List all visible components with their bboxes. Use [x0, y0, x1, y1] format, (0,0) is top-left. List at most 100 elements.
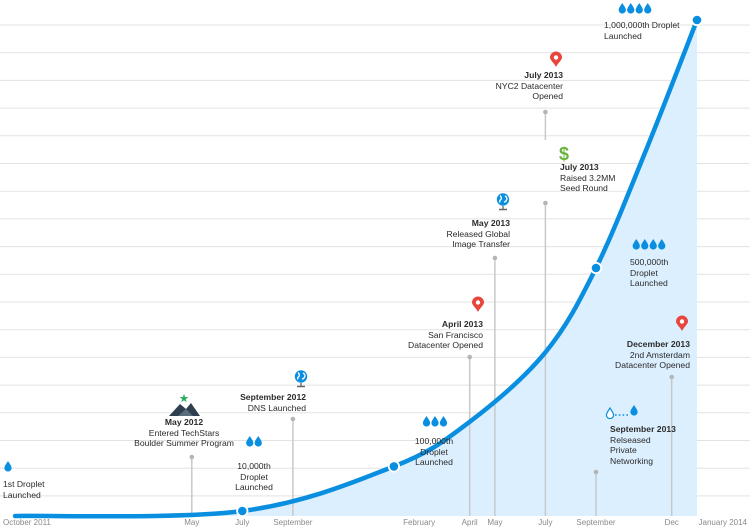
- stem-dot: [543, 200, 548, 206]
- map-pin-hole: [475, 300, 481, 305]
- droplet-icon: [635, 3, 643, 14]
- network-right-drop: [630, 405, 638, 416]
- techstars-mountain: [169, 403, 200, 416]
- milestone-marker: [236, 504, 249, 518]
- techstars-logo: [169, 393, 200, 416]
- map-pin-icon: [550, 51, 562, 67]
- milestone-text-line: San Francisco: [428, 329, 483, 340]
- techstars-ridge: [178, 409, 193, 416]
- milestone-label: 1,000,000th Droplet Launched: [604, 20, 680, 41]
- droplet-icon: [644, 3, 652, 14]
- droplet-icon: [618, 3, 652, 14]
- milestone-marker: [589, 261, 603, 275]
- x-tick-label: April: [461, 518, 478, 527]
- droplet-icon: [627, 3, 635, 14]
- milestone-markers: [236, 13, 704, 518]
- droplet-icon: [630, 405, 638, 416]
- milestone-label: May 2012 Entered TechStars Boulder Summer …: [134, 417, 234, 449]
- milestone-label: 10,000th Droplet Launched: [235, 461, 273, 493]
- droplet-icon: [658, 239, 666, 250]
- droplet-icon: [422, 416, 448, 427]
- milestone-text-line: 100,000th: [414, 436, 454, 446]
- globe-icon: [294, 370, 308, 388]
- growth-area: [15, 20, 697, 517]
- milestone-marker: [387, 460, 400, 473]
- techstars-star: [179, 393, 189, 403]
- milestone-text-line: Image Transfer: [452, 239, 510, 249]
- milestone-text-line: 2nd Amsterdam: [629, 349, 690, 360]
- milestone-text-line: DNS Launched: [247, 402, 306, 413]
- dollar-glyph: $: [559, 144, 569, 164]
- milestone-text-line: Launched: [3, 489, 41, 500]
- network-icon: [605, 405, 638, 420]
- map-pin-hole: [553, 55, 559, 60]
- milestone-marker: [690, 13, 704, 27]
- milestone-text-line: Datacenter Opened: [407, 340, 483, 350]
- milestone-title: September 2012: [240, 392, 306, 402]
- x-tick-label: July: [538, 518, 553, 527]
- droplet-icon: [431, 416, 439, 427]
- milestone-text-line: 1st Droplet: [3, 479, 45, 489]
- milestone-text-line: Relseased: [610, 434, 651, 445]
- milestone-text-line: Boulder Summer Program: [134, 438, 234, 448]
- milestone-text-line: Released Global: [446, 228, 510, 239]
- milestone-text-line: Droplet: [630, 267, 658, 278]
- globe-icon: [496, 193, 510, 211]
- stem-dot: [593, 469, 599, 475]
- map-pin-icon: [676, 315, 688, 331]
- x-tick-label: May: [487, 518, 503, 527]
- stem-dot: [467, 354, 473, 360]
- network-left-drop: [605, 406, 615, 420]
- droplet-icon: [246, 436, 262, 447]
- growth-area-fill: [15, 20, 697, 517]
- milestone-label: 1st Droplet Launched: [3, 479, 45, 500]
- milestone-label: 100,000th Droplet Launched: [415, 436, 453, 468]
- growth-line-series: [12, 17, 700, 519]
- map-pin-icon: [472, 296, 484, 312]
- droplet-icon: [246, 436, 254, 447]
- milestone-text-line: Private: [610, 445, 637, 455]
- milestone-label: July 2013 NYC2 Datacenter Opened: [496, 70, 563, 102]
- milestone-text-line: Launched: [415, 457, 453, 467]
- milestone-text-line: 10,000th: [237, 461, 271, 471]
- milestone-label: September 2013 Relseased Private Networking: [610, 424, 676, 466]
- milestone-label: April 2013 San Francisco Datacenter Opened: [408, 319, 483, 351]
- milestone-text-line: Opened: [532, 91, 563, 101]
- milestone-label: May 2013 Released Global Image Transfer: [446, 218, 510, 250]
- milestone-text-line: NYC2 Datacenter: [495, 80, 563, 91]
- droplet-icon: [605, 406, 615, 420]
- map-pin-hole: [679, 319, 685, 324]
- stem-dot: [543, 109, 548, 115]
- droplet-icon: [632, 239, 666, 250]
- droplet-icon: [618, 3, 626, 14]
- x-tick-label: September: [273, 518, 313, 527]
- milestone-text-line: 500,000th: [630, 257, 669, 267]
- droplet-icon: [641, 239, 649, 250]
- x-tick-label: February: [403, 518, 436, 527]
- milestone-text-line: Droplet: [420, 446, 448, 457]
- milestone-text-line: Raised 3.2MM: [560, 172, 616, 183]
- stem-dot: [290, 416, 296, 422]
- milestone-title: May 2013: [471, 218, 510, 228]
- globe-continents: [297, 372, 306, 380]
- milestone-text-line: Launched: [630, 278, 668, 288]
- milestone-text-line: Droplet: [240, 471, 268, 482]
- milestone-title: September 2013: [610, 424, 676, 434]
- stem-dot: [189, 454, 195, 460]
- milestone-title: July 2013: [560, 162, 599, 172]
- growth-line: [12, 17, 700, 519]
- milestone-label: 500,000th Droplet Launched: [630, 257, 668, 289]
- droplet-icon: [4, 461, 12, 472]
- milestone-text-line: Datacenter Opened: [614, 360, 690, 370]
- milestone-icons: $: [4, 3, 688, 472]
- stem-dot: [492, 255, 498, 261]
- milestone-text-line: Entered TechStars: [148, 427, 220, 438]
- x-tick-label: Dec: [664, 518, 679, 527]
- x-tick-label: September: [576, 518, 616, 527]
- droplet-icon: [632, 239, 640, 250]
- milestone-title: July 2013: [524, 70, 563, 80]
- milestone-title: December 2013: [626, 339, 690, 349]
- milestone-text-line: Seed Round: [560, 183, 608, 193]
- droplet-icon: [254, 436, 262, 447]
